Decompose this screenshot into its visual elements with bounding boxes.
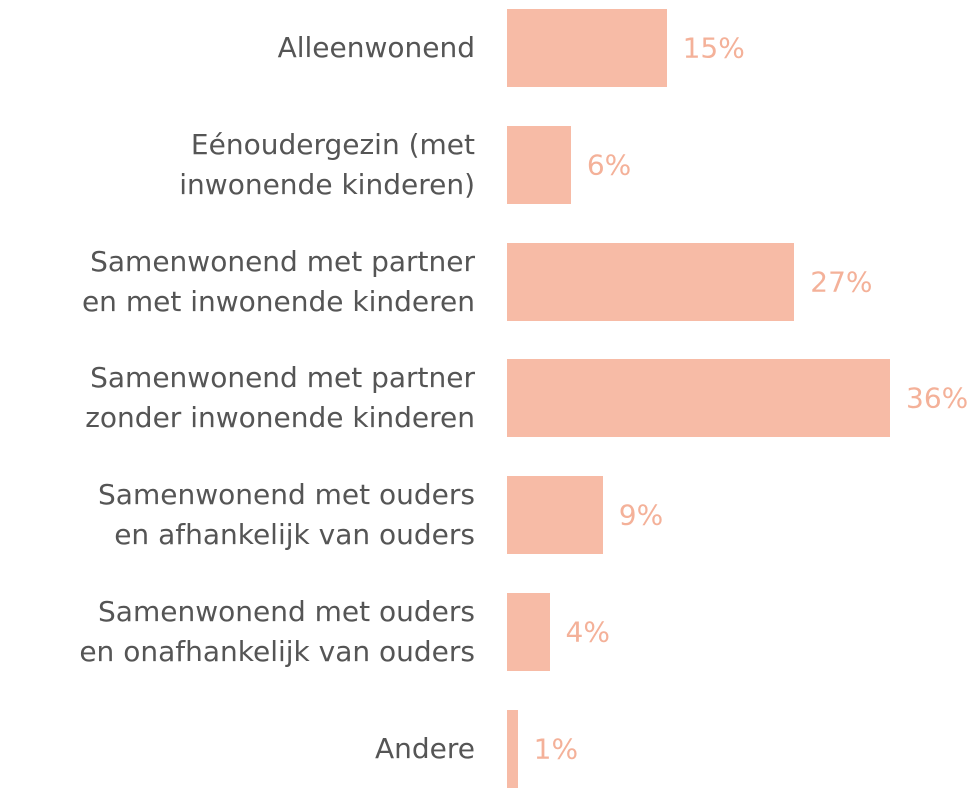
category-label: Eénoudergezin (met inwonende kinderen) [179, 127, 475, 201]
value-label: 6% [586, 148, 632, 182]
category-label: Samenwonend met ouders en afhankelijk va… [98, 478, 475, 552]
category-label: Samenwonend met partner en met inwonende… [81, 244, 475, 318]
value-label: 1% [533, 732, 579, 766]
category-label: Samenwonend met partner zonder inwonende… [85, 361, 475, 435]
value-label: 9% [618, 498, 664, 532]
bar [507, 125, 571, 204]
value-label: 15% [682, 31, 745, 65]
bar [507, 593, 550, 671]
bar [507, 709, 518, 788]
category-label: Alleenwonend [277, 31, 475, 64]
bar [507, 9, 667, 87]
bar [507, 476, 603, 555]
category-label: Samenwonend met ouders en onafhankelijk … [79, 595, 475, 668]
value-label: 27% [810, 265, 873, 299]
value-label: 4% [565, 615, 610, 649]
bar [507, 359, 891, 438]
category-label: Andere [374, 731, 475, 765]
value-label: 36% [906, 381, 969, 415]
bar [507, 242, 795, 321]
